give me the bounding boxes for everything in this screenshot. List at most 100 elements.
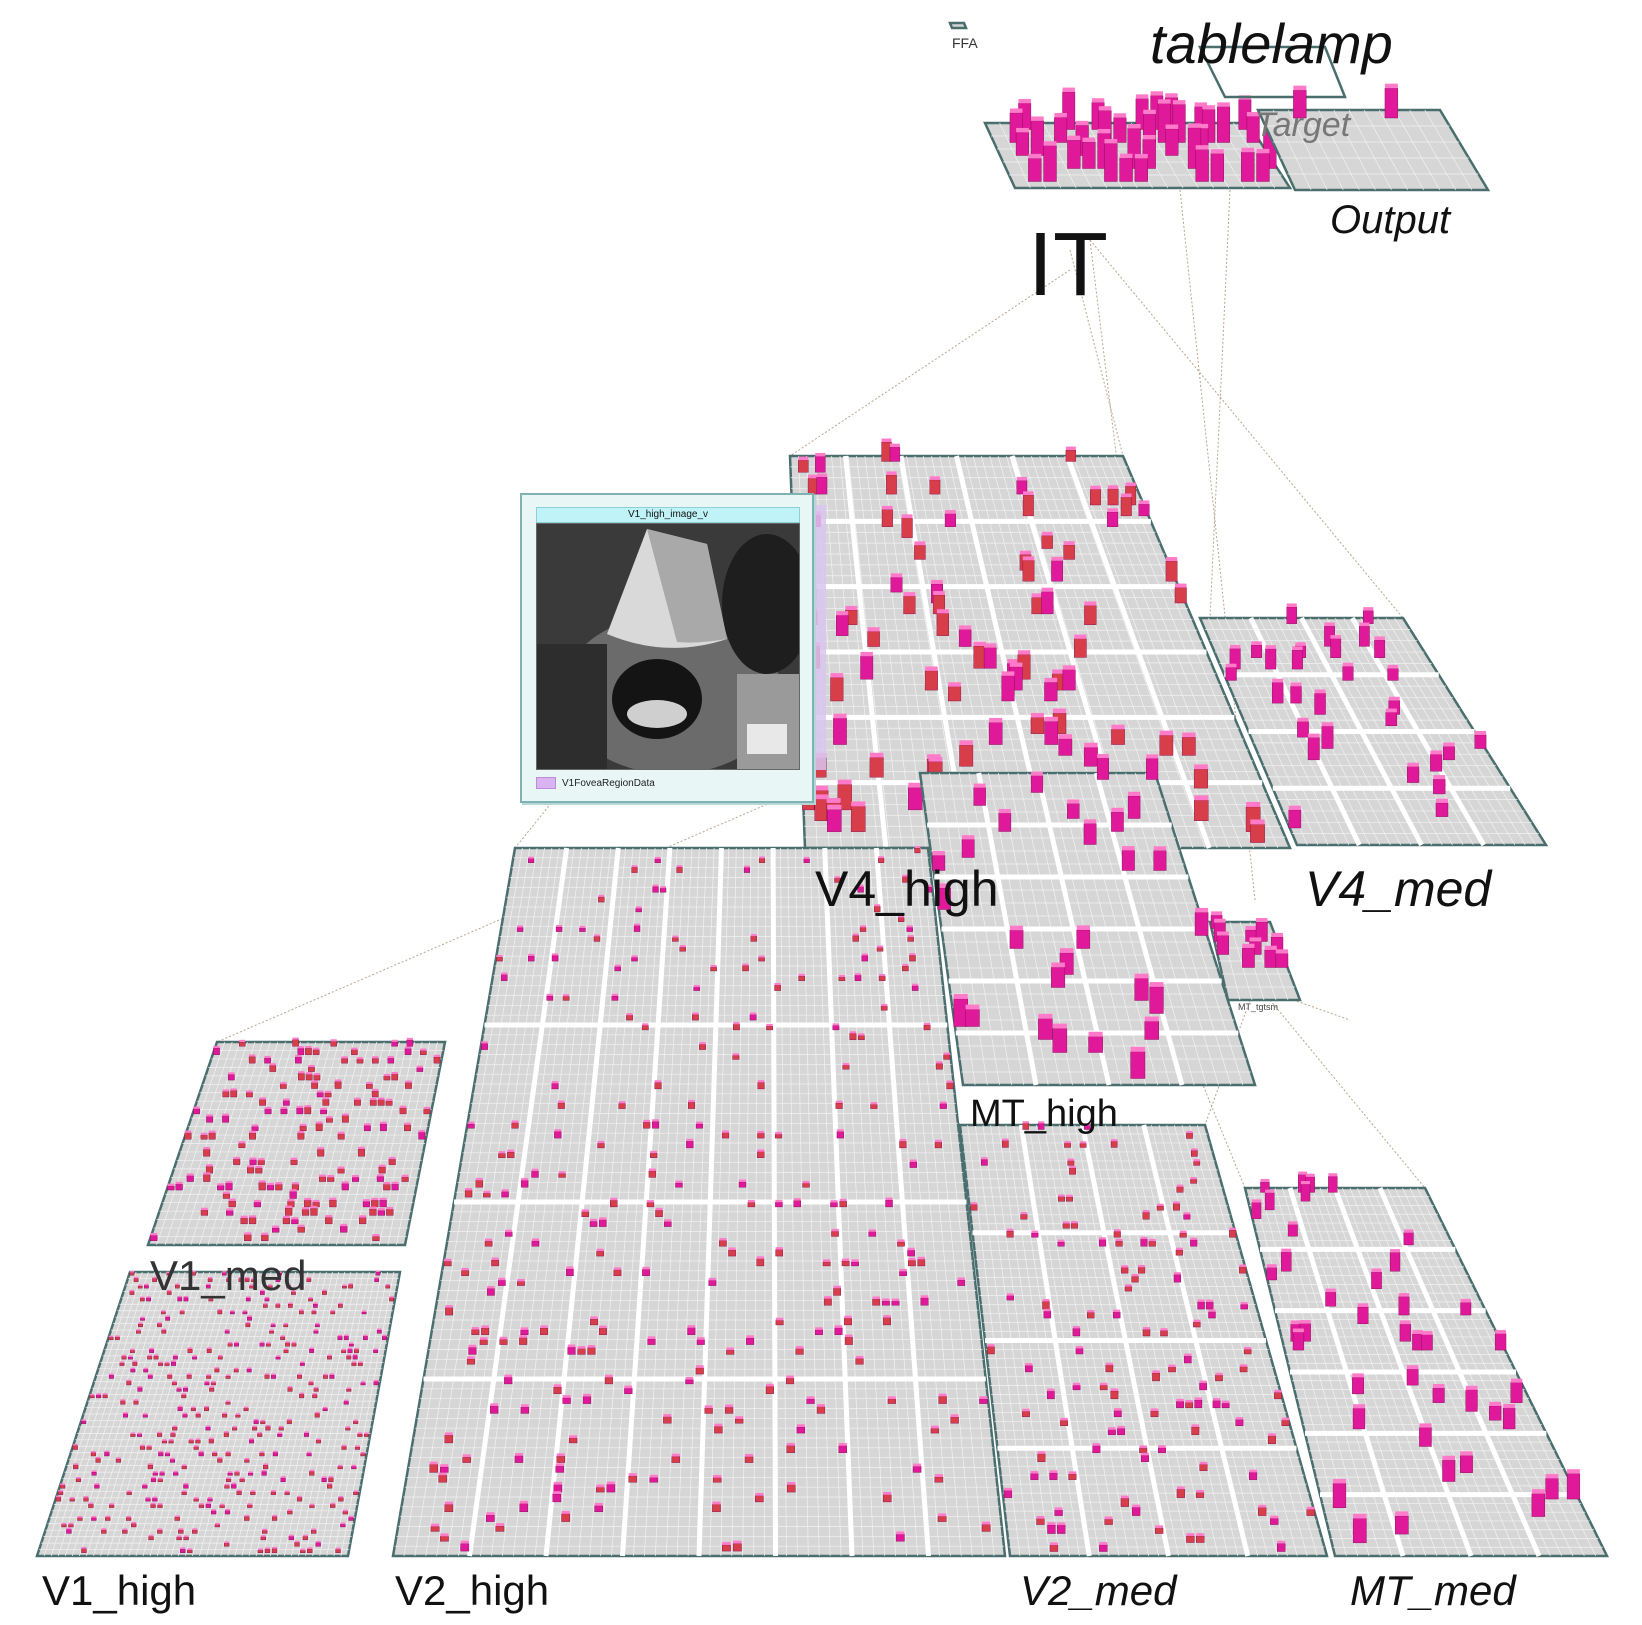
unit-bar-top — [1144, 1016, 1159, 1022]
unit-bar-top — [288, 1534, 294, 1537]
layer-v2-high[interactable] — [391, 846, 1007, 1558]
layer-v4-high[interactable] — [788, 438, 1292, 850]
unit-bar-top — [387, 1055, 394, 1059]
unit-bar-top — [311, 1309, 317, 1312]
unit-bar-top — [123, 1412, 128, 1414]
unit-bar-top — [298, 1283, 304, 1286]
unit-bar-top — [1130, 1046, 1145, 1052]
unit-bar — [806, 1398, 815, 1404]
unit-bar-top — [1043, 1308, 1051, 1312]
layer-target[interactable] — [1197, 45, 1347, 99]
unit-bar-top — [1111, 1139, 1118, 1142]
unit-bar — [1068, 1473, 1077, 1480]
unit-bar — [342, 1285, 347, 1289]
layer-ffa[interactable] — [948, 21, 968, 30]
unit-bar-top — [149, 1347, 154, 1350]
unit-bar — [631, 957, 638, 962]
unit-bar — [1065, 449, 1077, 462]
unit-bar — [652, 886, 659, 893]
unit-bar-top — [244, 1514, 250, 1517]
unit-bar-top — [1357, 1303, 1369, 1307]
unit-bar-top — [844, 1315, 852, 1319]
unit-bar — [738, 1181, 747, 1188]
unit-bar-top — [399, 1105, 407, 1108]
unit-bar — [520, 1329, 529, 1335]
unit-bar-top — [1025, 1363, 1033, 1366]
unit-bar-top — [1442, 1455, 1456, 1461]
unit-bar-top — [349, 1342, 354, 1345]
unit-bar-top — [302, 1207, 309, 1210]
unit-bar-top — [593, 934, 600, 937]
unit-bar-top — [181, 1393, 187, 1395]
unit-bar-top — [116, 1457, 121, 1459]
unit-bar — [850, 806, 866, 832]
layer-v1-high[interactable] — [35, 1270, 402, 1558]
unit-bar-top — [556, 924, 563, 928]
unit-bar-top — [1139, 1445, 1147, 1449]
unit-bar-top — [243, 1406, 249, 1409]
unit-bar — [324, 1092, 332, 1098]
unit-bar-top — [757, 1130, 765, 1134]
unit-bar — [1084, 605, 1097, 625]
unit-bar-top — [377, 1097, 385, 1100]
unit-bar — [445, 1307, 454, 1316]
unit-bar — [363, 1125, 371, 1132]
unit-bar-top — [587, 1345, 596, 1348]
unit-bar — [899, 1141, 907, 1149]
unit-bar-top — [1251, 641, 1262, 646]
unit-bar — [195, 1413, 201, 1418]
active-units — [970, 1121, 1315, 1552]
unit-bar — [223, 1432, 229, 1437]
unit-bar — [924, 670, 938, 691]
unit-bar — [1193, 768, 1209, 789]
unit-bar-top — [1009, 925, 1024, 931]
unit-bar — [938, 1396, 947, 1404]
unit-bar — [878, 975, 886, 981]
unit-bar-top — [775, 1317, 784, 1321]
unit-bar — [139, 1297, 145, 1302]
unit-bar — [1300, 1184, 1311, 1202]
layer-output[interactable] — [1256, 83, 1491, 192]
unit-bar-top — [1290, 682, 1302, 687]
unit-bar — [1120, 1498, 1129, 1507]
unit-bar — [830, 1202, 838, 1208]
unit-bar-top — [386, 1206, 394, 1210]
unit-bar-top — [898, 915, 905, 918]
layer-it[interactable] — [983, 87, 1293, 190]
unit-bar-top — [246, 1090, 253, 1093]
unit-bar — [1051, 560, 1063, 582]
layer-mt-med[interactable] — [1243, 1171, 1610, 1558]
unit-bar — [1460, 1302, 1472, 1316]
unit-bar — [371, 1199, 379, 1208]
unit-bar-top — [249, 1130, 256, 1133]
unit-bar — [166, 1272, 172, 1276]
layer-v1-med[interactable] — [146, 1037, 447, 1247]
unit-bar-top — [1006, 1228, 1014, 1232]
unit-bar-top — [272, 1514, 277, 1517]
unit-bar-top — [239, 1039, 246, 1042]
unit-bar-top — [725, 1404, 733, 1408]
unit-bar — [1363, 610, 1374, 624]
layer-v4-med[interactable] — [1198, 603, 1549, 847]
unit-bar-top — [704, 1405, 713, 1409]
unit-bar — [1134, 978, 1149, 1001]
layer-mt-small[interactable] — [1208, 911, 1302, 1002]
unit-bar-top — [1374, 636, 1385, 641]
unit-bar-top — [382, 1334, 387, 1337]
unit-bar — [500, 974, 508, 981]
layer-v2-med[interactable] — [958, 1121, 1329, 1558]
image-viewer-title[interactable]: V1_high_image_v — [536, 507, 800, 523]
unit-bar-top — [1165, 93, 1178, 98]
layer-mt-high[interactable] — [918, 754, 1257, 1087]
unit-bar — [330, 1041, 337, 1047]
unit-bar-top — [430, 1523, 440, 1527]
unit-bar-top — [145, 1496, 151, 1499]
unit-bar — [248, 1439, 255, 1444]
unit-bar — [260, 1536, 266, 1541]
unit-bar — [566, 1268, 574, 1276]
image-viewer-panel[interactable]: V1_high_image_v V1FoveaRegionData — [520, 493, 814, 803]
unit-bar — [369, 1208, 377, 1216]
unit-bar-top — [1084, 742, 1098, 748]
unit-bar-top — [1142, 1327, 1151, 1330]
unit-bar-top — [579, 925, 586, 929]
